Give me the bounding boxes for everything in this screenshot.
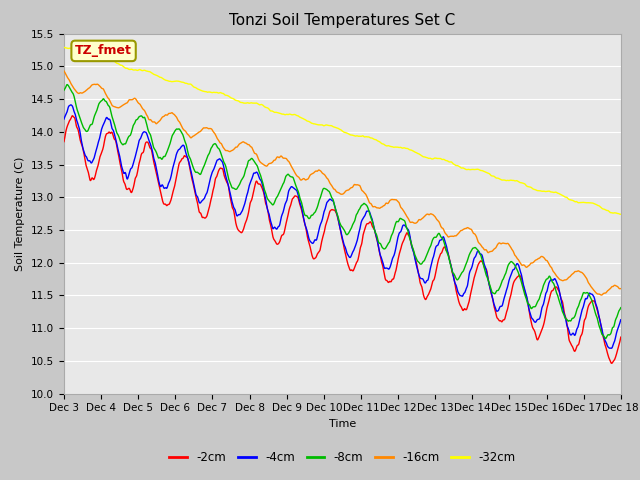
Y-axis label: Soil Temperature (C): Soil Temperature (C) <box>15 156 26 271</box>
Title: Tonzi Soil Temperatures Set C: Tonzi Soil Temperatures Set C <box>229 13 456 28</box>
X-axis label: Time: Time <box>329 419 356 429</box>
Text: TZ_fmet: TZ_fmet <box>75 44 132 58</box>
Legend: -2cm, -4cm, -8cm, -16cm, -32cm: -2cm, -4cm, -8cm, -16cm, -32cm <box>164 446 520 469</box>
